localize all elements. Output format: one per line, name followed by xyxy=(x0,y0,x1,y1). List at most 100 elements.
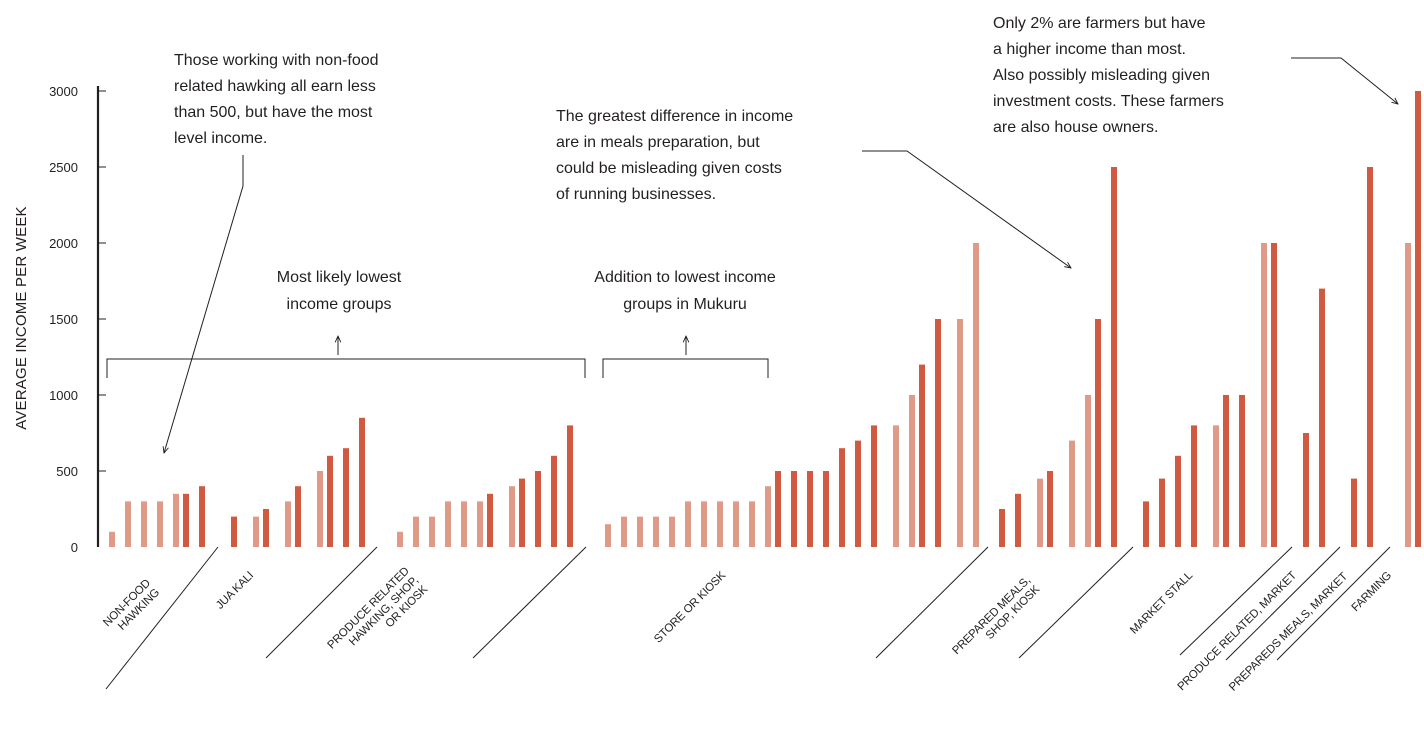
bar xyxy=(429,516,435,547)
bar xyxy=(253,516,259,547)
separator-line xyxy=(265,546,378,659)
category-label-line: STORE OR KIOSK xyxy=(652,569,728,645)
bar xyxy=(1069,440,1075,547)
bar xyxy=(765,486,771,547)
annotation-arrow xyxy=(862,150,1071,268)
category-label: FARMING xyxy=(1350,569,1395,614)
bar xyxy=(263,509,269,547)
bar xyxy=(1143,501,1149,547)
bar xyxy=(1213,425,1219,547)
bar xyxy=(477,501,483,547)
bar xyxy=(823,471,829,547)
bar xyxy=(999,509,1005,547)
bar xyxy=(855,440,861,547)
y-tick-label: 1000 xyxy=(49,388,78,403)
bar xyxy=(285,501,291,547)
separator-line xyxy=(1179,546,1293,656)
annotation-line: are also house owners. xyxy=(993,119,1158,136)
bar xyxy=(231,516,237,547)
category-label-line: PREPARED MEALS, xyxy=(950,574,1033,657)
category-separators xyxy=(105,546,1391,690)
bar xyxy=(397,531,403,547)
bar xyxy=(445,501,451,547)
bar xyxy=(919,364,925,547)
bracket-mukuru-addition: Addition to lowest income groups in Muku… xyxy=(594,269,776,378)
separator-line xyxy=(105,546,219,690)
bar xyxy=(141,501,147,547)
bracket-line xyxy=(602,358,769,378)
bracket-label-line: Addition to lowest income xyxy=(594,269,776,286)
category-label: JUA KALI xyxy=(214,570,256,612)
bar xyxy=(1223,395,1229,547)
bracket-label-line: Most likely lowest xyxy=(277,269,402,286)
annotation-line: The greatest difference in income xyxy=(556,108,793,125)
annotation-arrow xyxy=(1291,57,1398,104)
bar xyxy=(173,493,179,547)
bars xyxy=(109,91,1421,547)
category-label-line: MARKET STALL xyxy=(1128,569,1196,637)
bar xyxy=(461,501,467,547)
bar xyxy=(295,486,301,547)
annotation-line: are in meals preparation, but xyxy=(556,134,760,151)
bar xyxy=(1191,425,1197,547)
bar xyxy=(1271,243,1277,547)
bar xyxy=(327,455,333,547)
annotation-line: Also possibly misleading given xyxy=(993,67,1210,84)
category-label: PREPARED MEALS,SHOP, KIOSK xyxy=(950,574,1042,657)
bar xyxy=(1085,395,1091,547)
bar xyxy=(1015,493,1021,547)
annotation-line: investment costs. These farmers xyxy=(993,93,1224,110)
bar xyxy=(1319,288,1325,547)
y-axis-label: AVERAGE INCOME PER WEEK xyxy=(13,206,30,430)
bar xyxy=(183,493,189,547)
y-axis: 0 500 1000 1500 2000 2500 3000 xyxy=(49,84,106,555)
bar xyxy=(909,395,915,547)
bar xyxy=(1303,433,1309,547)
bar xyxy=(487,493,493,547)
bar xyxy=(807,471,813,547)
category-label-line: FARMING xyxy=(1350,569,1395,614)
bar xyxy=(871,425,877,547)
separator-line xyxy=(875,546,989,659)
separator-line xyxy=(472,546,587,659)
annotation-line: related hawking all earn less xyxy=(174,78,376,95)
bar xyxy=(733,501,739,547)
category-label-line: JUA KALI xyxy=(214,570,256,612)
separator-line xyxy=(1018,546,1134,659)
category-label: PREPAREDS MEALS, MARKET xyxy=(1227,571,1350,694)
bar xyxy=(893,425,899,547)
bar xyxy=(343,448,349,547)
y-tick-label: 500 xyxy=(56,464,78,479)
bar xyxy=(125,501,131,547)
bar xyxy=(509,486,515,547)
bar xyxy=(317,471,323,547)
bar xyxy=(199,486,205,547)
bar xyxy=(701,501,707,547)
bar xyxy=(359,417,365,547)
bar xyxy=(605,524,611,547)
bar xyxy=(775,471,781,547)
bar xyxy=(1415,91,1421,547)
bar xyxy=(935,319,941,547)
category-label: MARKET STALL xyxy=(1128,569,1196,637)
bar xyxy=(567,425,573,547)
annotation-line: than 500, but have the most xyxy=(174,104,373,121)
bar xyxy=(1405,243,1411,547)
bar xyxy=(749,501,755,547)
bar xyxy=(1239,395,1245,547)
separator-line xyxy=(1276,546,1391,661)
bar xyxy=(957,319,963,547)
category-label-line: PREPAREDS MEALS, MARKET xyxy=(1227,571,1350,694)
annotation-line: Only 2% are farmers but have xyxy=(993,15,1206,32)
bar xyxy=(839,448,845,547)
y-tick-label: 0 xyxy=(71,540,78,555)
bar xyxy=(791,471,797,547)
annotation-meals: The greatest difference in income are in… xyxy=(556,108,1071,268)
bar xyxy=(413,516,419,547)
bar xyxy=(1037,478,1043,547)
category-label: STORE OR KIOSK xyxy=(652,569,728,645)
y-tick-label: 2000 xyxy=(49,236,78,251)
bar xyxy=(1095,319,1101,547)
